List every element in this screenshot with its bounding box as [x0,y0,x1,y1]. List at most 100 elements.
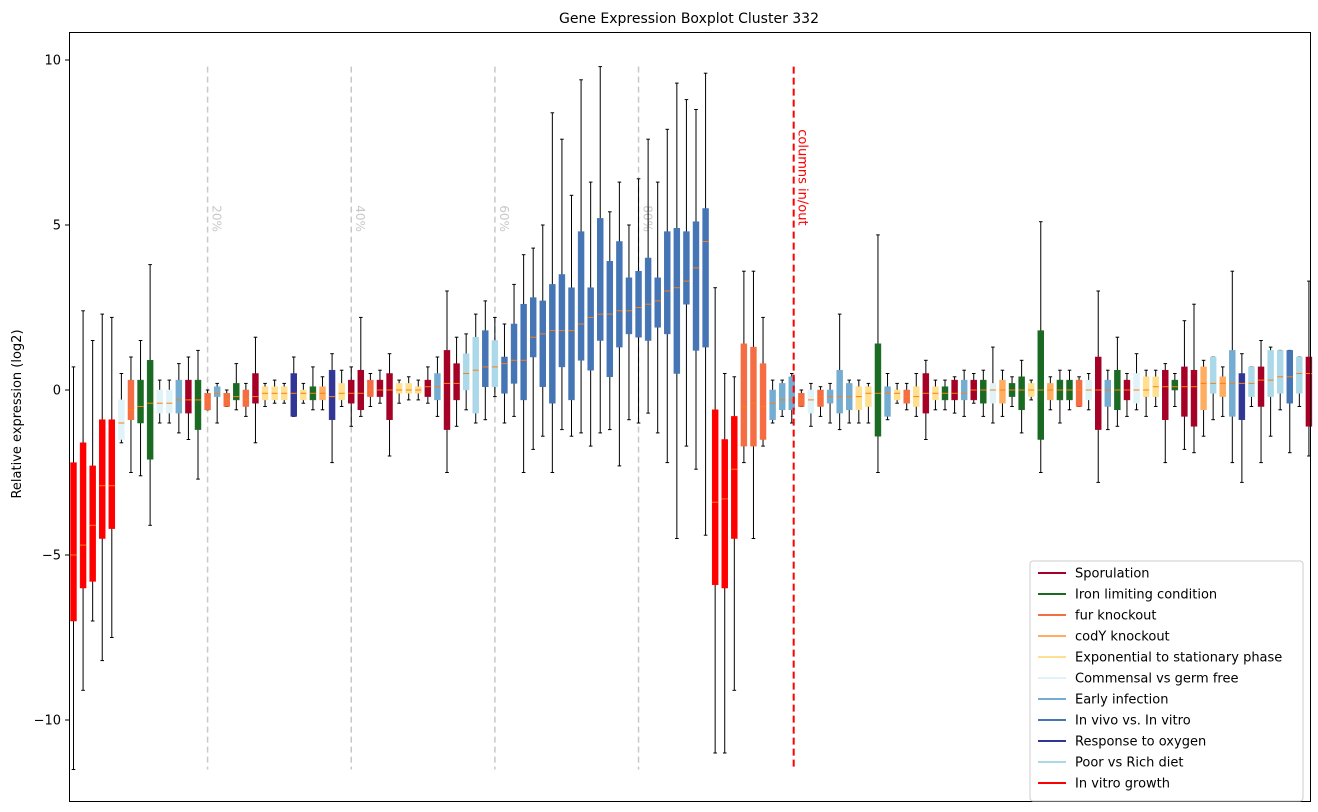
box-37 [424,366,432,404]
box-body [673,228,681,374]
box-86 [893,382,901,404]
box-28 [338,369,345,407]
box-97 [999,369,1006,417]
percent-marker-label: 40% [353,205,367,232]
box-body [118,399,125,440]
box-101 [1037,221,1044,473]
box-body [711,409,719,585]
box-body [999,379,1006,404]
box-27 [328,353,336,464]
box-24 [300,382,307,404]
box-121 [1229,270,1236,464]
box-body [166,389,173,414]
box-61 [654,181,661,434]
legend-label: Poor vs Rich diet [1075,756,1183,771]
box-body [252,373,259,404]
box-body [99,419,106,539]
box-body [1181,366,1188,417]
box-body [529,297,537,358]
box-body [290,373,297,417]
legend-item: Iron limiting condition [1038,588,1217,603]
box-111 [1133,353,1140,411]
box-31 [367,373,374,407]
box-body [778,383,786,411]
box-83 [865,382,872,424]
box-117 [1190,303,1198,454]
box-76 [798,389,805,407]
box-20 [261,382,269,407]
legend-label: Early infection [1075,693,1168,708]
y-axis-label: Relative expression (log2) [10,329,25,498]
box-body [577,231,585,361]
box-body [1276,350,1284,394]
box-25 [309,366,317,411]
box-33 [386,353,393,457]
box-124 [1257,340,1265,464]
box-body [376,379,384,397]
box-35 [405,376,412,401]
box-body [185,379,192,414]
box-body [817,389,824,407]
box-26 [319,376,326,411]
box-body [558,274,566,368]
box-38 [434,356,441,417]
box-body [731,416,738,539]
box-81 [846,379,853,424]
legend-label: Iron limiting condition [1075,588,1217,603]
box-39 [443,290,451,473]
box-3 [99,313,106,662]
box-89 [922,359,930,440]
box-29 [348,366,355,427]
box-body [443,350,451,430]
box-42 [472,313,479,424]
box-49 [539,224,546,437]
box-body [108,419,116,529]
box-body [89,465,96,582]
box-88 [913,373,920,417]
box-body [721,439,728,589]
box-body [1267,350,1274,397]
box-98 [1008,376,1016,407]
box-body [357,369,365,411]
box-14 [204,389,211,411]
box-57 [616,181,623,467]
box-body [644,257,652,341]
box-15 [213,382,221,424]
box-body [960,379,968,401]
box-68 [721,373,728,754]
box-43 [482,300,489,421]
box-115 [1171,373,1179,407]
box-119 [1209,356,1217,421]
box-body [213,386,221,397]
legend-label: Response to oxygen [1075,735,1206,750]
box-body [874,343,882,437]
box-5 [118,373,125,444]
box-body [300,389,307,401]
box-body [405,383,412,394]
box-107 [1095,290,1102,483]
box-99 [1018,359,1025,434]
box-129 [1305,280,1313,457]
box-body [1075,379,1083,407]
box-94 [970,373,977,404]
box-125 [1267,346,1274,437]
box-body [1200,366,1207,411]
box-body [769,389,776,420]
box-12 [185,356,192,440]
box-body [491,340,499,387]
box-body [568,287,575,401]
box-body [597,218,604,341]
box-51 [558,138,566,431]
box-body [980,379,987,404]
box-body [1248,366,1255,397]
box-body [242,389,250,407]
legend-label: Exponential to stationary phase [1075,651,1282,666]
box-body [635,270,642,338]
box-109 [1114,336,1121,427]
box-body [137,379,144,424]
box-body [1219,376,1226,397]
box-body [855,386,863,411]
box-body [865,386,872,407]
box-body [510,323,518,384]
